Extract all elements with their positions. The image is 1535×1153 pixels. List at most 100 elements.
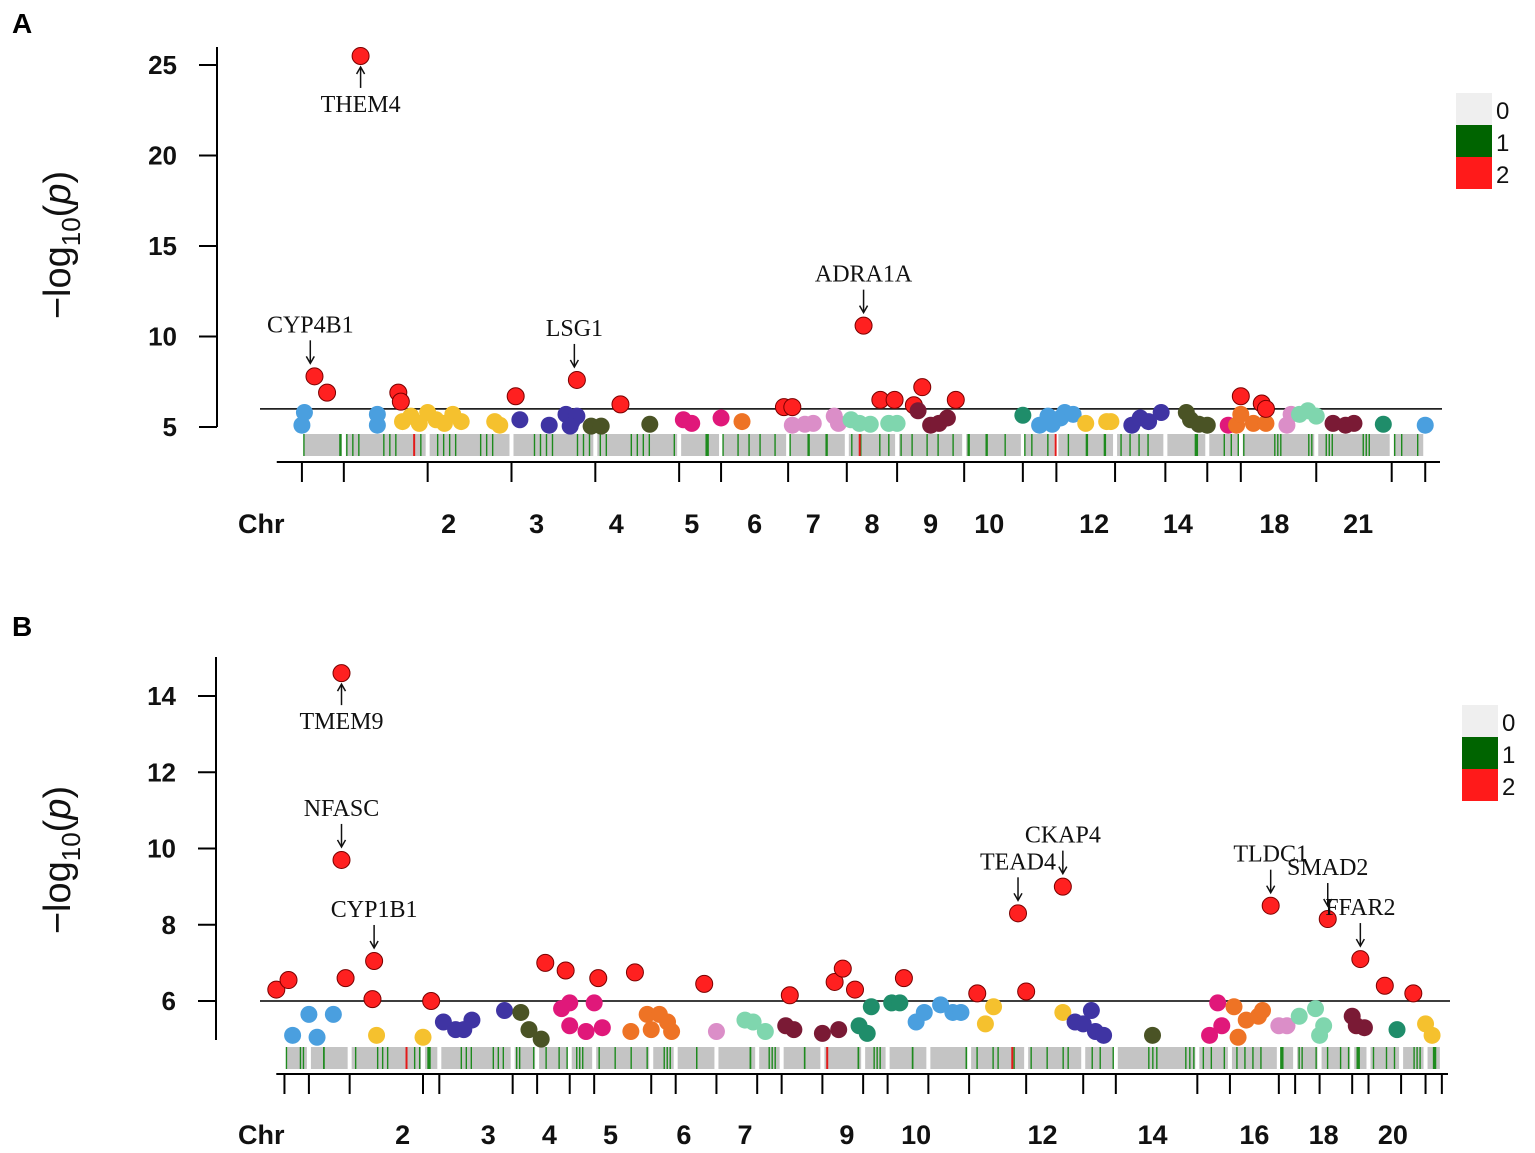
snp-point — [1144, 1026, 1161, 1044]
track-segment — [1024, 434, 1055, 456]
snp-point — [1374, 415, 1392, 433]
snp-point — [368, 1026, 386, 1044]
chromosome-label: 9 — [839, 1120, 854, 1150]
snp-point — [300, 1005, 318, 1023]
snp-point — [622, 1023, 640, 1040]
track-segment — [1167, 434, 1206, 456]
y-tick-label: 8 — [162, 910, 176, 940]
snp-point — [611, 395, 630, 414]
snp-point — [1213, 1017, 1231, 1035]
gene-annotation: CYP4B1 — [267, 312, 354, 365]
snp-point — [858, 1024, 876, 1042]
snp-point — [1095, 1026, 1113, 1044]
snp-point — [909, 402, 927, 420]
track-segment — [824, 1047, 862, 1069]
track-segment — [1117, 434, 1164, 456]
snp-density-track — [303, 434, 1424, 456]
gene-annotation: THEM4 — [321, 65, 401, 118]
legend-swatch — [1462, 769, 1498, 801]
chromosome-label: 6 — [747, 509, 762, 539]
snp-point — [952, 1003, 970, 1021]
y-tick-label: 25 — [148, 50, 177, 80]
snp-point — [1017, 982, 1036, 1001]
snp-point — [363, 990, 382, 1009]
chromosome-label: 5 — [603, 1120, 618, 1150]
track-segment — [596, 1047, 650, 1069]
snp-point — [1102, 413, 1120, 431]
snp-point — [452, 413, 470, 431]
snp-point — [1311, 1026, 1329, 1044]
gene-label: FFAR2 — [1325, 895, 1395, 921]
snp-point — [641, 415, 659, 433]
snp-point — [1404, 984, 1423, 1003]
chromosome-label: 12 — [1079, 509, 1109, 539]
snp-point — [1231, 387, 1250, 406]
snp-point — [638, 1005, 656, 1023]
annotation-arrowhead — [369, 940, 379, 950]
annotation-arrowhead — [1266, 885, 1276, 895]
snp-point — [414, 1028, 432, 1046]
snp-point — [976, 1015, 994, 1033]
snp-point — [1014, 406, 1032, 424]
y-axis-label: −log10(p) — [37, 786, 86, 934]
legend-label: 0 — [1502, 710, 1515, 737]
chromosome-label: 3 — [481, 1120, 496, 1150]
chromosome-label: 18 — [1259, 509, 1289, 539]
chromosome-label: 7 — [806, 509, 821, 539]
y-tick-label: 12 — [147, 757, 176, 787]
legend-label: 1 — [1496, 130, 1509, 157]
track-segment — [303, 434, 342, 456]
chromosome-label: 21 — [1343, 509, 1373, 539]
snp-point — [520, 1021, 538, 1039]
snp-point — [1278, 1017, 1296, 1035]
gene-label: CKAP4 — [1025, 823, 1101, 849]
snp-point — [391, 392, 410, 411]
annotation-arrowhead — [355, 65, 366, 75]
track-segment — [889, 1047, 927, 1069]
gene-annotation: LSG1 — [546, 316, 603, 369]
chromosome-label: 3 — [529, 509, 544, 539]
snp-point — [540, 416, 558, 434]
gene-annotation: FFAR2 — [1325, 895, 1395, 948]
snp-point — [1244, 414, 1262, 432]
snp-point — [305, 367, 324, 386]
snp-point — [491, 416, 509, 434]
snp-point — [1082, 1002, 1100, 1020]
track-segment — [1321, 1047, 1351, 1069]
chromosome-label: 9 — [923, 509, 938, 539]
chromosome-label: 2 — [441, 509, 456, 539]
snp-point — [422, 992, 441, 1010]
track-segment — [1393, 434, 1424, 456]
track-segment — [1280, 1047, 1294, 1069]
snp-point — [733, 413, 751, 431]
snp-point — [825, 972, 844, 991]
track-segment — [425, 1047, 438, 1069]
snp-point — [592, 417, 610, 435]
data-points — [267, 664, 1441, 1048]
x-start-label: Chr — [238, 1120, 285, 1150]
snp-point — [804, 414, 822, 432]
snp-point — [783, 416, 801, 434]
snp-point — [1355, 1019, 1373, 1037]
snp-point — [707, 1023, 725, 1040]
gene-annotation: CYP1B1 — [331, 897, 417, 950]
snp-point — [913, 378, 932, 397]
snp-point — [295, 404, 313, 422]
annotation-arrowhead — [1323, 898, 1333, 908]
snp-point — [1053, 877, 1072, 896]
snp-point — [1077, 414, 1095, 432]
chromosome-label: 10 — [974, 509, 1004, 539]
snp-point — [336, 969, 355, 988]
chromosome-label: 16 — [1239, 1120, 1269, 1150]
snp-point — [891, 994, 909, 1012]
track-segment — [653, 1047, 674, 1069]
snp-point — [938, 409, 956, 427]
snp-point — [511, 411, 529, 429]
track-segment — [1199, 1047, 1228, 1069]
track-segment — [1028, 1047, 1082, 1069]
gene-label: ADRA1A — [815, 262, 913, 288]
snp-point — [324, 1005, 342, 1023]
snp-point — [556, 961, 575, 980]
snp-point — [785, 1021, 803, 1039]
